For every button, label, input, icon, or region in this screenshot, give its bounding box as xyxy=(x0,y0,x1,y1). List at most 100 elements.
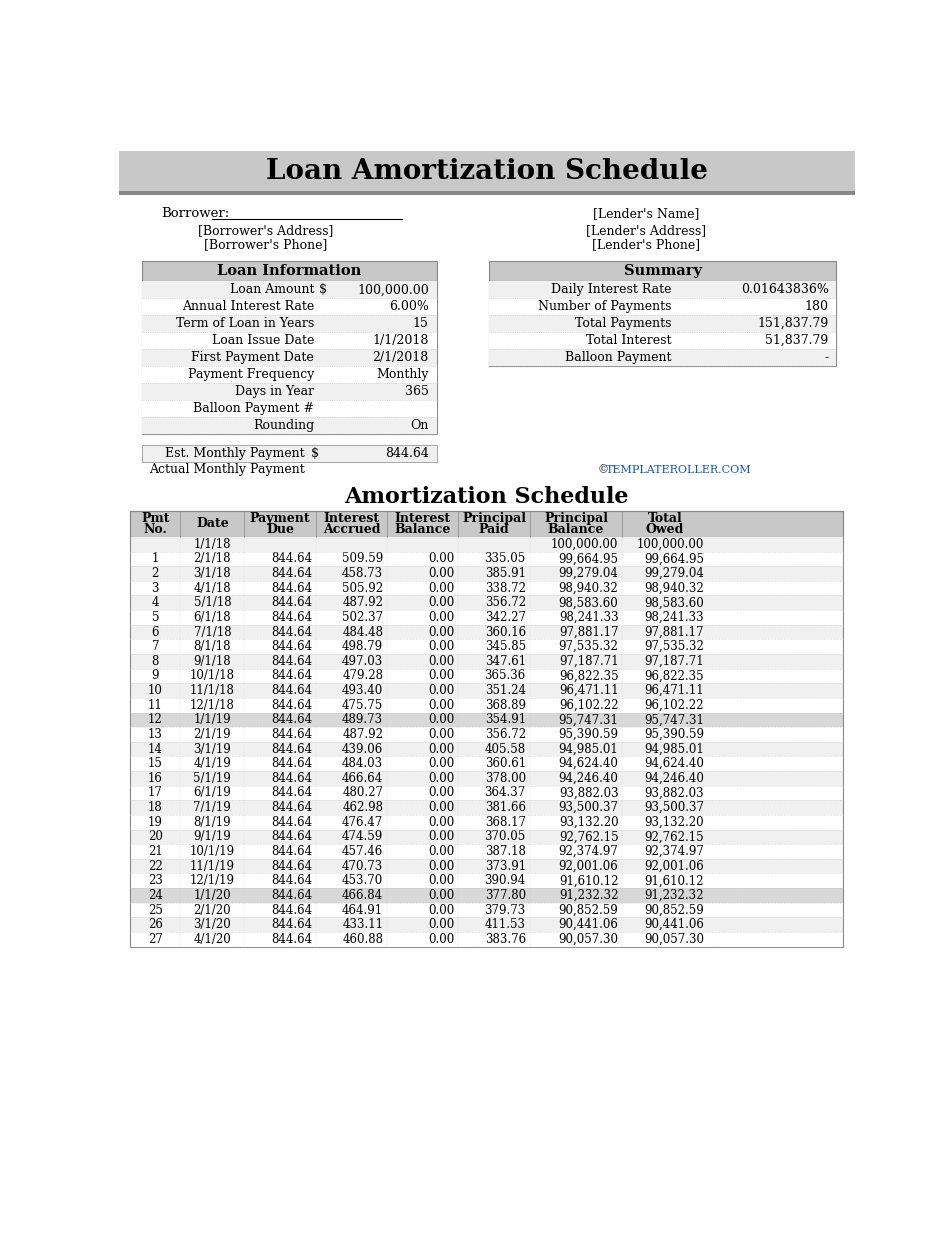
FancyBboxPatch shape xyxy=(142,281,436,299)
Text: 97,187.71: 97,187.71 xyxy=(644,655,704,668)
FancyBboxPatch shape xyxy=(130,683,844,698)
Text: 8/1/18: 8/1/18 xyxy=(194,640,231,653)
Text: [Borrower's Address]: [Borrower's Address] xyxy=(199,224,333,237)
Text: Total Interest: Total Interest xyxy=(586,334,672,347)
Text: On: On xyxy=(410,418,428,432)
FancyBboxPatch shape xyxy=(119,192,855,195)
Text: 7/1/18: 7/1/18 xyxy=(194,625,231,639)
Text: 844.64: 844.64 xyxy=(271,582,312,595)
Text: 0.00: 0.00 xyxy=(428,582,454,595)
Text: [Lender's Address]: [Lender's Address] xyxy=(586,224,706,237)
Text: 92,374.97: 92,374.97 xyxy=(559,845,618,858)
Text: 360.16: 360.16 xyxy=(484,625,525,639)
Text: 489.73: 489.73 xyxy=(342,713,383,726)
Text: 0.00: 0.00 xyxy=(428,932,454,946)
Text: 844.64: 844.64 xyxy=(271,801,312,814)
Text: 0.00: 0.00 xyxy=(428,728,454,741)
Text: 8: 8 xyxy=(152,655,159,668)
Text: 6: 6 xyxy=(152,625,159,639)
Text: 0.00: 0.00 xyxy=(428,625,454,639)
Text: Amortization Schedule: Amortization Schedule xyxy=(345,486,629,508)
FancyBboxPatch shape xyxy=(130,698,844,713)
FancyBboxPatch shape xyxy=(489,315,836,333)
Text: 360.61: 360.61 xyxy=(484,757,525,770)
Text: 91,232.32: 91,232.32 xyxy=(644,888,704,902)
FancyBboxPatch shape xyxy=(130,786,844,800)
Text: 8/1/19: 8/1/19 xyxy=(194,815,231,829)
Text: 466.84: 466.84 xyxy=(342,888,383,902)
Text: 466.64: 466.64 xyxy=(342,772,383,785)
Text: Pmt: Pmt xyxy=(142,512,170,525)
Text: 96,822.35: 96,822.35 xyxy=(644,669,704,683)
Text: 94,624.40: 94,624.40 xyxy=(644,757,704,770)
FancyBboxPatch shape xyxy=(119,151,855,192)
Text: 0.00: 0.00 xyxy=(428,567,454,580)
Text: 0.00: 0.00 xyxy=(428,859,454,873)
Text: 4/1/20: 4/1/20 xyxy=(194,932,231,946)
FancyBboxPatch shape xyxy=(142,399,436,417)
Text: 97,881.17: 97,881.17 xyxy=(559,625,618,639)
Text: 0.00: 0.00 xyxy=(428,801,454,814)
Text: 98,583.60: 98,583.60 xyxy=(644,596,704,610)
FancyBboxPatch shape xyxy=(489,349,836,367)
Text: 0.01643836%: 0.01643836% xyxy=(741,284,828,296)
Text: 453.70: 453.70 xyxy=(342,874,383,887)
Text: 15: 15 xyxy=(413,318,428,330)
Text: 10/1/18: 10/1/18 xyxy=(190,669,235,683)
Text: 6/1/18: 6/1/18 xyxy=(194,611,231,624)
Text: No.: No. xyxy=(143,523,167,536)
FancyBboxPatch shape xyxy=(142,349,436,367)
Text: 844.64: 844.64 xyxy=(385,446,428,460)
Text: Summary: Summary xyxy=(624,265,702,278)
Text: Number of Payments: Number of Payments xyxy=(538,300,672,314)
Text: 4/1/19: 4/1/19 xyxy=(194,757,231,770)
Text: 1/1/2018: 1/1/2018 xyxy=(372,334,428,347)
Text: 23: 23 xyxy=(148,874,162,887)
FancyBboxPatch shape xyxy=(489,281,836,367)
Text: 94,624.40: 94,624.40 xyxy=(559,757,618,770)
Text: 98,940.32: 98,940.32 xyxy=(559,582,618,595)
FancyBboxPatch shape xyxy=(130,844,844,859)
Text: 91,610.12: 91,610.12 xyxy=(559,874,618,887)
Text: 99,279.04: 99,279.04 xyxy=(644,567,704,580)
Text: 6/1/19: 6/1/19 xyxy=(194,786,231,800)
FancyBboxPatch shape xyxy=(130,771,844,786)
Text: 90,441.06: 90,441.06 xyxy=(644,919,704,931)
Text: 844.64: 844.64 xyxy=(271,713,312,726)
FancyBboxPatch shape xyxy=(130,639,844,654)
Text: 368.89: 368.89 xyxy=(484,699,525,712)
Text: 0.00: 0.00 xyxy=(428,684,454,697)
Text: 0.00: 0.00 xyxy=(428,772,454,785)
Text: 0.00: 0.00 xyxy=(428,845,454,858)
Text: 93,500.37: 93,500.37 xyxy=(559,801,618,814)
FancyBboxPatch shape xyxy=(142,315,436,333)
FancyBboxPatch shape xyxy=(142,299,436,315)
Text: Paid: Paid xyxy=(479,523,509,536)
Text: 2/1/19: 2/1/19 xyxy=(194,728,231,741)
Text: 51,837.79: 51,837.79 xyxy=(766,334,828,347)
Text: 99,664.95: 99,664.95 xyxy=(644,552,704,566)
Text: 96,102.22: 96,102.22 xyxy=(559,699,618,712)
Text: 844.64: 844.64 xyxy=(271,874,312,887)
Text: 4/1/18: 4/1/18 xyxy=(194,582,231,595)
Text: 844.64: 844.64 xyxy=(271,567,312,580)
FancyBboxPatch shape xyxy=(142,445,436,461)
Text: 2/1/2018: 2/1/2018 xyxy=(372,352,428,364)
Text: Monthly: Monthly xyxy=(376,368,428,381)
Text: 98,241.33: 98,241.33 xyxy=(559,611,618,624)
Text: $: $ xyxy=(311,446,319,460)
Text: 479.28: 479.28 xyxy=(342,669,383,683)
Text: 844.64: 844.64 xyxy=(271,625,312,639)
Text: 0.00: 0.00 xyxy=(428,655,454,668)
FancyBboxPatch shape xyxy=(130,654,844,669)
Text: 7/1/19: 7/1/19 xyxy=(194,801,231,814)
Text: 17: 17 xyxy=(148,786,162,800)
Text: 364.37: 364.37 xyxy=(484,786,525,800)
Text: 844.64: 844.64 xyxy=(271,684,312,697)
Text: 93,500.37: 93,500.37 xyxy=(644,801,704,814)
Text: 0.00: 0.00 xyxy=(428,830,454,843)
Text: Balance: Balance xyxy=(394,523,451,536)
Text: 470.73: 470.73 xyxy=(342,859,383,873)
Text: 385.91: 385.91 xyxy=(484,567,525,580)
Text: Interest: Interest xyxy=(323,512,379,525)
